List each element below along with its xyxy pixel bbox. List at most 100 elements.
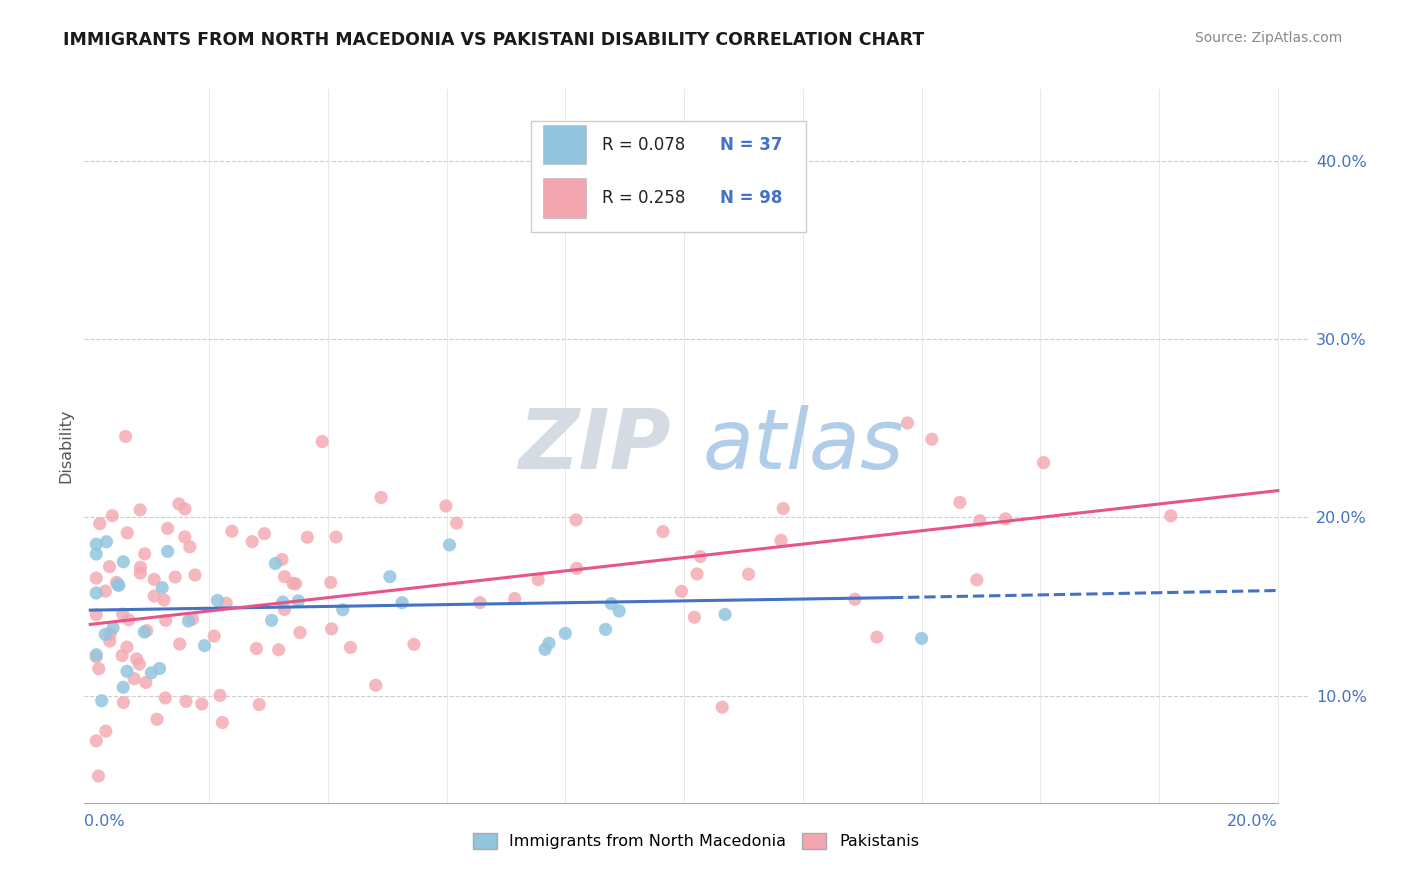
Point — [364, 678, 387, 692]
Point — [595, 623, 617, 637]
Point — [240, 534, 263, 549]
Point — [177, 614, 200, 628]
FancyBboxPatch shape — [531, 121, 806, 232]
Point — [105, 575, 128, 590]
Point — [671, 584, 693, 599]
Point — [155, 691, 177, 706]
Point — [148, 661, 170, 675]
Point — [94, 627, 117, 641]
Point — [112, 695, 135, 709]
Point — [273, 569, 295, 583]
Point — [446, 516, 468, 531]
Point — [84, 649, 107, 664]
Point — [141, 665, 163, 680]
Point — [202, 629, 225, 643]
Point — [554, 626, 576, 640]
Point — [378, 569, 401, 583]
Point — [844, 592, 866, 607]
Point — [174, 694, 197, 708]
Point — [683, 610, 706, 624]
Point — [921, 432, 943, 446]
Point — [111, 648, 134, 663]
Point — [167, 497, 190, 511]
Point — [134, 547, 156, 561]
Point — [94, 724, 117, 739]
Point — [910, 632, 932, 646]
Point — [332, 603, 354, 617]
Point — [339, 640, 361, 655]
Point — [600, 597, 623, 611]
Point — [686, 566, 709, 581]
Point — [737, 567, 759, 582]
Point — [84, 586, 107, 600]
Point — [115, 665, 138, 679]
Point — [391, 596, 413, 610]
Point — [866, 630, 889, 644]
Point — [117, 613, 139, 627]
Point — [129, 503, 152, 517]
Point — [174, 502, 197, 516]
Text: 20.0%: 20.0% — [1227, 814, 1278, 829]
Text: ZIP: ZIP — [519, 406, 671, 486]
Point — [994, 512, 1017, 526]
Point — [98, 634, 121, 648]
FancyBboxPatch shape — [543, 125, 586, 164]
Point — [193, 639, 215, 653]
Point — [534, 642, 557, 657]
Point — [156, 521, 179, 535]
Point — [325, 530, 347, 544]
Point — [181, 612, 204, 626]
Point — [96, 534, 118, 549]
Point — [89, 516, 111, 531]
Point — [565, 561, 588, 575]
Point — [87, 769, 110, 783]
Point — [84, 648, 107, 662]
Point — [273, 602, 295, 616]
Point — [101, 508, 124, 523]
Point — [128, 657, 150, 672]
Point — [245, 641, 267, 656]
Point — [287, 594, 309, 608]
Point — [150, 581, 173, 595]
Point — [607, 604, 630, 618]
Point — [84, 537, 107, 551]
Point — [402, 637, 425, 651]
Point — [284, 577, 307, 591]
Point — [215, 596, 238, 610]
Point — [264, 557, 287, 571]
Point — [267, 642, 290, 657]
Point — [184, 568, 207, 582]
Point — [173, 530, 195, 544]
Point — [134, 625, 156, 640]
Point — [434, 499, 457, 513]
Point — [966, 573, 988, 587]
Point — [125, 652, 148, 666]
Text: N = 37: N = 37 — [720, 136, 783, 153]
Point — [896, 416, 918, 430]
Point — [370, 491, 392, 505]
Point — [439, 538, 461, 552]
Point — [271, 595, 294, 609]
Text: N = 98: N = 98 — [720, 189, 783, 207]
Point — [711, 700, 734, 714]
Point — [101, 621, 124, 635]
Point — [772, 501, 794, 516]
Point — [949, 495, 972, 509]
Point — [111, 607, 134, 621]
Point — [165, 570, 187, 584]
Point — [321, 622, 343, 636]
Point — [288, 625, 311, 640]
Point — [969, 514, 991, 528]
Point — [468, 596, 491, 610]
Y-axis label: Disability: Disability — [58, 409, 73, 483]
Legend: Immigrants from North Macedonia, Pakistanis: Immigrants from North Macedonia, Pakista… — [467, 826, 925, 855]
Point — [90, 694, 112, 708]
Point — [211, 715, 233, 730]
Point — [135, 624, 157, 638]
Point — [1160, 508, 1182, 523]
Point — [208, 689, 231, 703]
Point — [84, 607, 107, 622]
Point — [107, 578, 129, 592]
Point — [253, 526, 276, 541]
Point — [1032, 456, 1054, 470]
